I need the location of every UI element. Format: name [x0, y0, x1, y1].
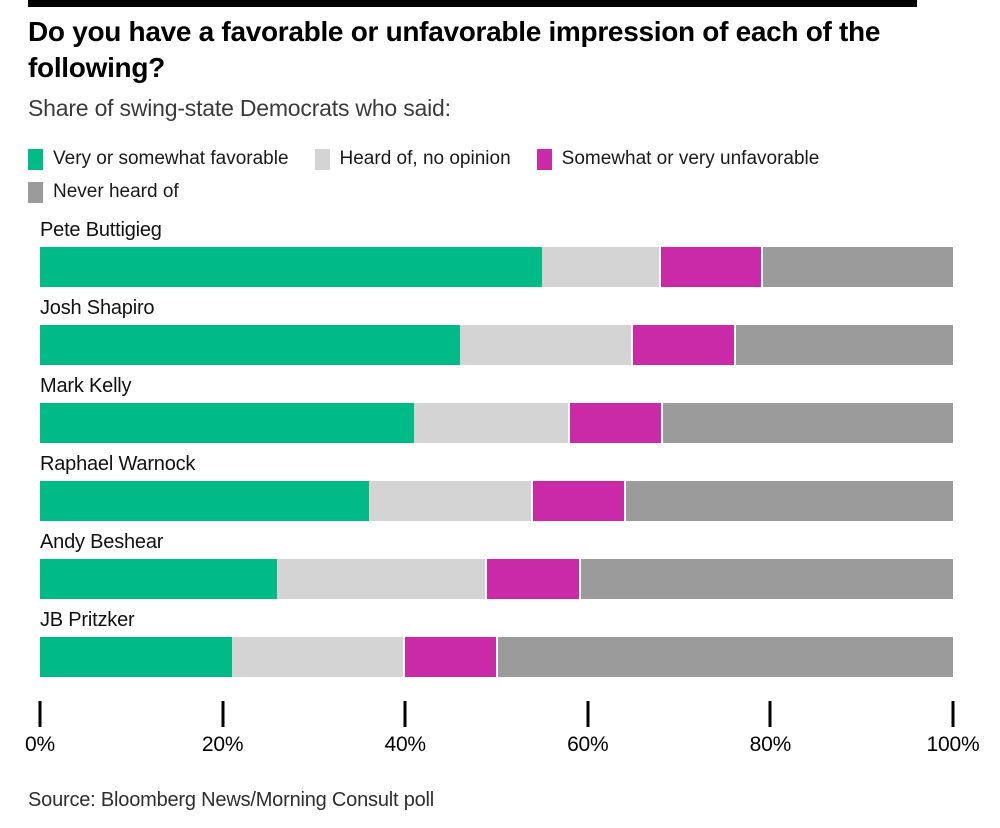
- axis-tick: [403, 701, 407, 728]
- bar-segment-no-opinion: [542, 247, 661, 288]
- legend-item-label: Heard of, no opinion: [339, 148, 511, 170]
- axis-tick: [221, 701, 225, 728]
- bar-segment-never-heard: [496, 637, 953, 678]
- axis-tick: [951, 701, 955, 728]
- category-label: Raphael Warnock: [40, 453, 196, 476]
- bar-segment-never-heard: [660, 403, 953, 444]
- legend: Very or somewhat favorable Heard of, no o…: [28, 148, 972, 203]
- axis-tick: [768, 701, 772, 728]
- category-label: Mark Kelly: [40, 375, 132, 398]
- x-axis: 0% 20% 40% 60% 80% 100%: [25, 701, 980, 759]
- axis-tick-label: 60%: [567, 733, 609, 757]
- bar-segment-unfavorable: [403, 635, 499, 680]
- bar-chart: Pete Buttigieg Josh Shapiro Mark Kelly Raph…: [40, 219, 953, 680]
- category-label: JB Pritzker: [40, 609, 135, 632]
- stacked-bar: [40, 479, 953, 524]
- top-rule: [28, 0, 917, 7]
- bar-row: Mark Kelly: [40, 375, 953, 446]
- source-note: Source: Bloomberg News/Morning Consult p…: [28, 789, 435, 812]
- bar-segment-unfavorable: [631, 323, 736, 368]
- bar-segment-unfavorable: [530, 479, 627, 524]
- axis-tick-label: 100%: [926, 733, 980, 757]
- bar-segment-no-opinion: [231, 637, 406, 678]
- bar-segment-favorable: [40, 559, 278, 600]
- category-label: Andy Beshear: [40, 531, 164, 554]
- stacked-bar: [40, 323, 953, 368]
- chart-title: Do you have a favorable or unfavorable i…: [28, 16, 881, 84]
- legend-swatch-icon: [28, 181, 43, 203]
- bar-segment-never-heard: [578, 559, 953, 600]
- bar-segment-never-heard: [733, 325, 953, 366]
- legend-item-label: Never heard of: [53, 181, 179, 203]
- axis-tick-label: 80%: [749, 733, 792, 757]
- bar-segment-no-opinion: [277, 559, 488, 600]
- stacked-bar: [40, 635, 953, 680]
- chart-subtitle: Share of swing-state Democrats who said:: [28, 95, 451, 122]
- bar-row: Andy Beshear: [40, 531, 953, 602]
- bar-segment-favorable: [40, 325, 460, 366]
- bar-segment-no-opinion: [368, 481, 533, 522]
- bar-row: Josh Shapiro: [40, 297, 953, 368]
- legend-item-unfavorable: Somewhat or very unfavorable: [536, 148, 820, 170]
- category-label: Pete Buttigieg: [40, 219, 162, 242]
- bar-segment-no-opinion: [459, 325, 634, 366]
- axis-tick: [38, 701, 42, 728]
- bar-segment-no-opinion: [414, 403, 570, 444]
- axis-tick-label: 20%: [201, 733, 244, 757]
- bar-segment-favorable: [40, 403, 415, 444]
- legend-swatch-icon: [28, 148, 43, 170]
- category-label: Josh Shapiro: [40, 297, 155, 320]
- axis-tick-label: 40%: [384, 733, 426, 757]
- stacked-bar: [40, 557, 953, 602]
- legend-swatch-icon: [536, 148, 552, 170]
- stacked-bar: [40, 245, 953, 290]
- bar-segment-unfavorable: [485, 557, 581, 602]
- bar-segment-unfavorable: [567, 401, 663, 446]
- legend-swatch-icon: [314, 148, 330, 170]
- bar-segment-never-heard: [624, 481, 953, 522]
- legend-item-label: Very or somewhat favorable: [53, 148, 289, 170]
- bar-segment-unfavorable: [658, 245, 764, 290]
- bar-segment-favorable: [40, 637, 232, 678]
- axis-tick: [586, 701, 590, 728]
- legend-item-favorable: Very or somewhat favorable: [28, 148, 289, 170]
- bar-row: Raphael Warnock: [40, 453, 953, 524]
- axis-tick-label: 0%: [25, 733, 55, 757]
- bar-segment-favorable: [40, 481, 369, 522]
- legend-item-no-opinion: Heard of, no opinion: [314, 148, 511, 170]
- bar-segment-never-heard: [761, 247, 953, 288]
- bar-row: JB Pritzker: [40, 609, 953, 680]
- stacked-bar: [40, 401, 953, 446]
- legend-item-never-heard: Never heard of: [28, 181, 179, 203]
- bar-segment-favorable: [40, 247, 543, 288]
- legend-item-label: Somewhat or very unfavorable: [561, 148, 820, 170]
- bar-row: Pete Buttigieg: [40, 219, 953, 290]
